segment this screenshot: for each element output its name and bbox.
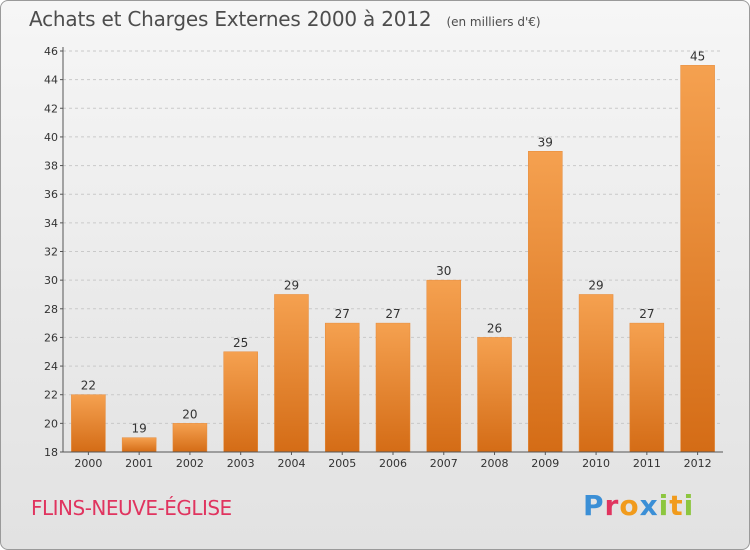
bar-2001[interactable] xyxy=(121,437,157,453)
bar-2005[interactable] xyxy=(324,322,360,453)
x-tick-label: 2004 xyxy=(277,457,305,470)
labels-layer: 18 20 22 24 26 28 30 32 34 36 38 40 42 44 46 22 2000 19 20… xyxy=(44,45,712,470)
y-tick-label: 36 xyxy=(44,188,58,201)
bar-2000[interactable] xyxy=(71,394,106,453)
title-row: Achats et Charges Externes 2000 à 2012 (… xyxy=(29,7,541,31)
bar-2011[interactable] xyxy=(629,322,665,453)
value-label-2004: 29 xyxy=(284,278,299,292)
x-tick-label: 2005 xyxy=(328,457,356,470)
x-tick-label: 2000 xyxy=(74,457,102,470)
logo-letter: r xyxy=(604,489,620,522)
y-tick-label: 34 xyxy=(44,217,58,230)
y-tick-label: 46 xyxy=(44,45,58,58)
y-tick-label: 20 xyxy=(44,417,58,430)
x-tick-label: 2006 xyxy=(379,457,407,470)
value-label-2003: 25 xyxy=(233,336,248,350)
x-tick-label: 2011 xyxy=(633,457,661,470)
value-label-2001: 19 xyxy=(132,422,147,436)
value-label-2012: 45 xyxy=(690,49,705,63)
proxiti-logo[interactable]: Proxiti xyxy=(583,489,694,522)
value-label-2007: 30 xyxy=(436,264,451,278)
value-label-2008: 26 xyxy=(487,321,502,335)
chart-title: Achats et Charges Externes 2000 à 2012 xyxy=(29,7,432,31)
y-tick-label: 22 xyxy=(44,389,58,402)
y-tick-label: 26 xyxy=(44,331,58,344)
y-tick-label: 30 xyxy=(44,274,58,287)
bar-2004[interactable] xyxy=(274,294,309,453)
value-label-2006: 27 xyxy=(385,307,400,321)
x-tick-label: 2012 xyxy=(684,457,712,470)
x-tick-label: 2010 xyxy=(582,457,610,470)
bar-2007[interactable] xyxy=(426,279,462,453)
bar-2009[interactable] xyxy=(528,151,563,453)
x-tick-label: 2007 xyxy=(430,457,458,470)
value-label-2000: 22 xyxy=(81,379,96,393)
x-tick-label: 2008 xyxy=(481,457,509,470)
y-tick-label: 32 xyxy=(44,246,58,259)
bar-2012[interactable] xyxy=(680,65,715,453)
y-tick-label: 38 xyxy=(44,160,58,173)
x-tick-label: 2003 xyxy=(227,457,255,470)
axes-layer xyxy=(60,47,723,455)
logo-letter: t xyxy=(669,489,684,522)
x-tick-label: 2009 xyxy=(531,457,559,470)
logo-letter: P xyxy=(583,489,605,522)
logo-letter: i xyxy=(683,489,695,522)
y-tick-label: 28 xyxy=(44,303,58,316)
y-tick-label: 18 xyxy=(44,446,58,459)
x-tick-label: 2001 xyxy=(125,457,153,470)
logo-letter: x xyxy=(639,489,659,522)
y-tick-label: 44 xyxy=(44,74,58,87)
x-tick-label: 2002 xyxy=(176,457,204,470)
bar-2006[interactable] xyxy=(375,322,411,453)
y-tick-label: 42 xyxy=(44,102,58,115)
logo-letter: o xyxy=(619,489,640,522)
value-label-2011: 27 xyxy=(639,307,654,321)
y-tick-label: 24 xyxy=(44,360,58,373)
chart-subtitle: (en milliers d'€) xyxy=(446,15,541,29)
bars-layer xyxy=(71,65,715,453)
bar-2003[interactable] xyxy=(223,351,258,453)
bar-2010[interactable] xyxy=(578,294,614,453)
value-label-2010: 29 xyxy=(588,278,603,292)
logo-letter: i xyxy=(658,489,670,522)
value-label-2002: 20 xyxy=(182,407,197,421)
commune-name: FLINS-NEUVE-ÉGLISE xyxy=(31,496,232,520)
y-tick-label: 40 xyxy=(44,131,58,144)
bar-2008[interactable] xyxy=(477,337,512,453)
value-label-2005: 27 xyxy=(335,307,350,321)
value-label-2009: 39 xyxy=(538,135,553,149)
bar-2002[interactable] xyxy=(172,423,208,453)
